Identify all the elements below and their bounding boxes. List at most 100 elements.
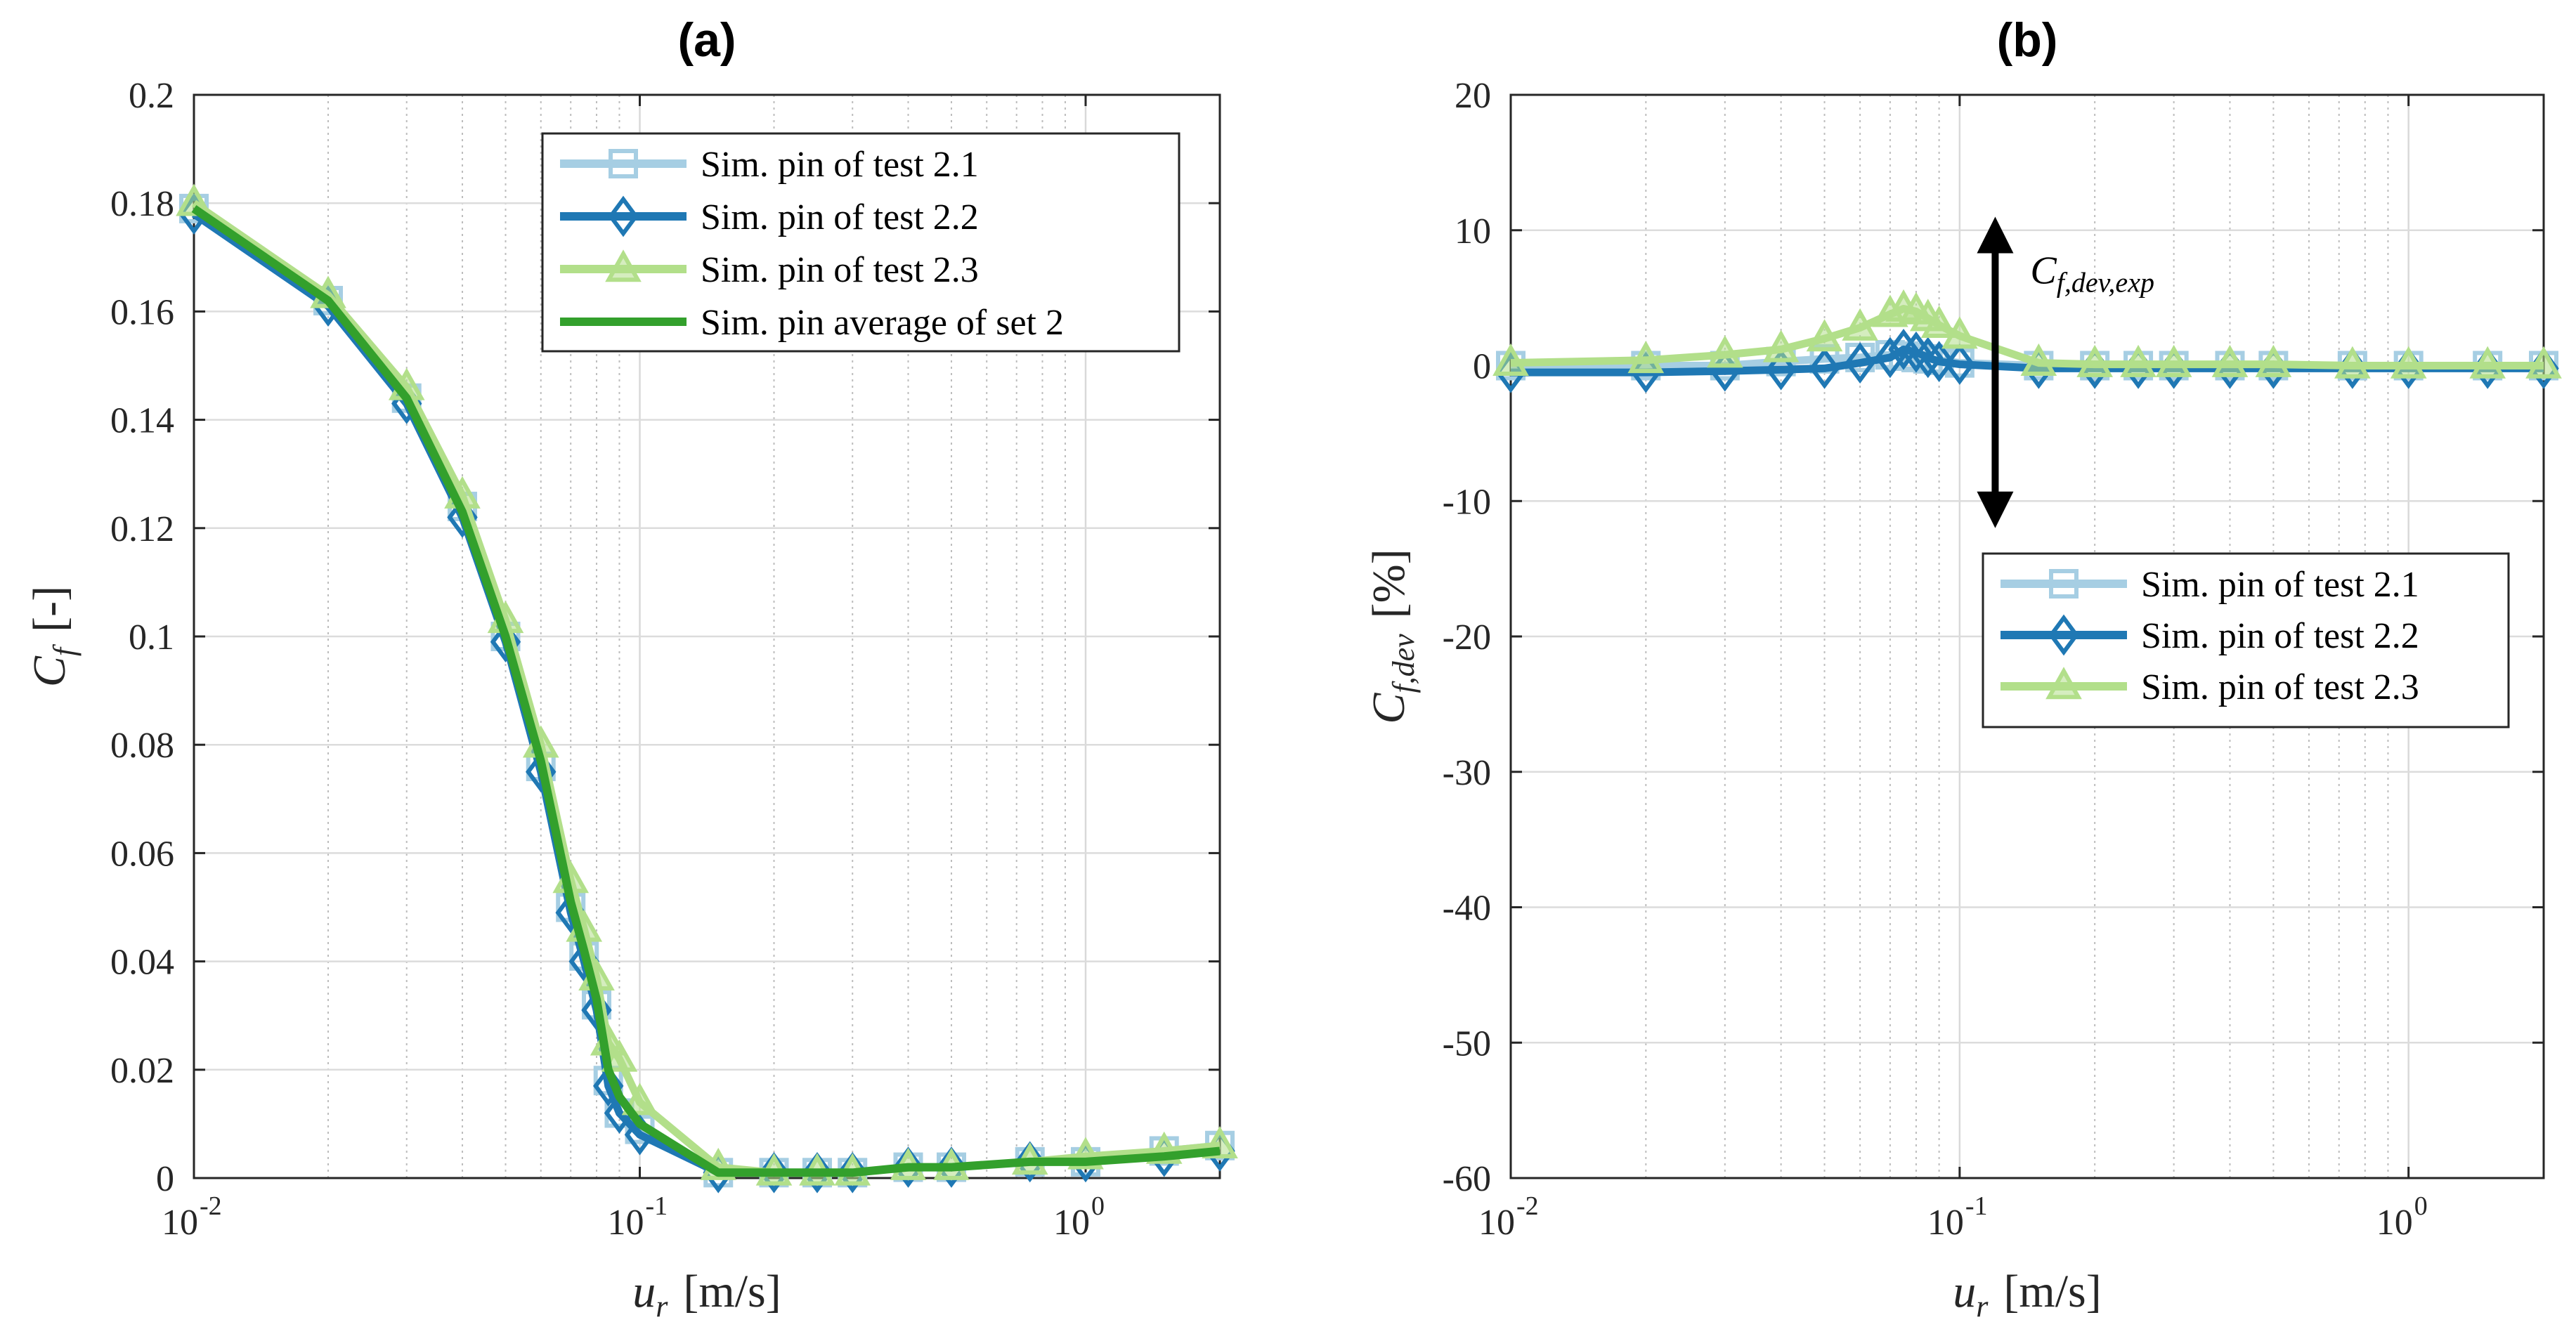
data-point: [2211, 344, 2249, 377]
legend-marker-2: [2048, 614, 2079, 656]
panel-a-legend: Sim. pin of test 2.1 Sim. pin of test 2.2…: [541, 132, 1180, 353]
y-tick-label: 0.02: [110, 1051, 174, 1091]
y-tick-label: 10: [1455, 211, 1491, 251]
x-tick-label-exponent: 0: [2414, 1191, 2428, 1221]
panel-a-title: (a): [677, 13, 736, 67]
legend-label-2: Sim. pin of test 2.2: [701, 197, 979, 237]
annotation-arrowhead-up: [1977, 216, 2014, 254]
y-tick-label: -20: [1443, 617, 1491, 658]
legend-marker-3: [2045, 667, 2082, 700]
x-tick-label-base: 10: [1478, 1203, 1515, 1243]
data-point: [1842, 308, 1878, 341]
data-point: [1706, 335, 1743, 368]
legend-marker-2: [608, 195, 639, 237]
xlabel-subscript: r: [656, 1289, 668, 1323]
legend-label-1: Sim. pin of test 2.1: [2141, 565, 2419, 605]
x-tick-label-exponent: -2: [200, 1191, 222, 1221]
data-point: [2020, 343, 2057, 376]
panel-a-ylabel: Cf [-]: [24, 586, 82, 687]
data-point: [2076, 344, 2113, 377]
ylabel-units: [%]: [1363, 549, 1414, 618]
x-tick-label-base: 10: [2376, 1203, 2413, 1243]
annotation-symbol: C: [2030, 249, 2057, 293]
legend-label-4: Sim. pin average of set 2: [701, 303, 1064, 343]
series-line-2: [191, 211, 1221, 1177]
xlabel-units: [m/s]: [683, 1266, 781, 1317]
data-point: [1845, 342, 1875, 384]
y-tick-label: 0.2: [129, 76, 174, 116]
y-tick-label: 0.12: [110, 509, 174, 549]
data-point: [2120, 344, 2157, 377]
data-point: [2525, 346, 2562, 379]
y-tick-label: -30: [1443, 753, 1491, 793]
y-tick-label: 0.06: [110, 834, 174, 874]
series-line-1: [191, 205, 1221, 1177]
panel-b-xlabel: ur [m/s]: [1953, 1266, 2101, 1323]
x-tick-label-base: 10: [1927, 1203, 1964, 1243]
legend-box: [541, 132, 1180, 353]
panel-a-xlabel: ur [m/s]: [632, 1266, 781, 1323]
y-tick-label: 0: [156, 1159, 174, 1199]
panel-a: 0 0.02 0.04 0.06 0.08 0.1 0.12 0.14 0.16 0.18 0.2 1…: [24, 13, 1238, 1323]
panel-b-legend: Sim. pin of test 2.1 Sim. pin of test 2.2…: [1982, 552, 2510, 728]
y-tick-label: -60: [1443, 1159, 1491, 1199]
y-tick-label: 0.04: [110, 943, 174, 983]
data-point: [892, 1146, 924, 1188]
xlabel-symbol: u: [632, 1266, 656, 1317]
legend-label-3: Sim. pin of test 2.3: [701, 250, 979, 290]
data-point: [1920, 305, 1958, 338]
series-line-3: [1510, 305, 2544, 370]
data-point: [2255, 344, 2292, 377]
panel-b-series: [1492, 289, 2562, 393]
y-tick-label: 0.16: [110, 292, 174, 332]
x-tick-label-base: 10: [607, 1203, 644, 1243]
data-point: [621, 1083, 658, 1116]
y-tick-label: -50: [1443, 1024, 1491, 1064]
legend-marker-1: [609, 149, 638, 178]
panel-b-title: (b): [1997, 13, 2058, 67]
data-point: [1923, 341, 1955, 383]
legend-label-1: Sim. pin of test 2.1: [701, 145, 979, 185]
panel-a-series: [176, 183, 1238, 1194]
data-point: [2390, 346, 2427, 379]
data-point: [1492, 343, 1529, 376]
data-point: [1762, 329, 1800, 362]
x-tick-label-exponent: -1: [645, 1191, 668, 1221]
data-point: [1944, 344, 1975, 385]
ylabel-units: [-]: [24, 586, 75, 632]
legend-label-2: Sim. pin of test 2.2: [2141, 616, 2419, 656]
data-point: [1941, 316, 1978, 349]
data-point: [802, 1151, 833, 1194]
y-tick-label: 0.14: [110, 401, 174, 441]
data-point: [1627, 341, 1665, 374]
xlabel-units: [m/s]: [2003, 1266, 2101, 1317]
annotation-subscript: f,dev,exp: [2057, 267, 2154, 299]
data-point: [1765, 348, 1797, 391]
series-line-4: [191, 204, 1221, 1177]
y-tick-label: -40: [1443, 889, 1491, 929]
data-point: [2469, 346, 2506, 379]
y-tick-label: 0: [1473, 347, 1491, 387]
data-point: [936, 1146, 967, 1188]
data-point: [1913, 336, 1944, 379]
ylabel-symbol: C: [1363, 693, 1414, 724]
data-point: [1806, 319, 1843, 352]
panel-b-ylabel: Cf,dev [%]: [1363, 549, 1421, 724]
x-tick-label-exponent: -2: [1516, 1191, 1539, 1221]
data-point: [2334, 346, 2371, 379]
ylabel-subscript: f,dev: [1386, 634, 1421, 693]
data-point: [601, 1039, 638, 1072]
annotation-label: Cf,dev,exp: [2030, 249, 2154, 299]
y-tick-label: 0.18: [110, 184, 174, 224]
data-point: [176, 183, 212, 216]
x-tick-label-base: 10: [1053, 1203, 1090, 1243]
xlabel-subscript: r: [1976, 1289, 1989, 1323]
ylabel-symbol: C: [24, 655, 75, 687]
y-tick-label: 0.1: [129, 617, 174, 658]
data-point: [1875, 336, 1906, 379]
data-point: [1014, 1141, 1046, 1183]
y-tick-label: 0.08: [110, 726, 174, 766]
ylabel-subscript: f: [47, 643, 82, 656]
